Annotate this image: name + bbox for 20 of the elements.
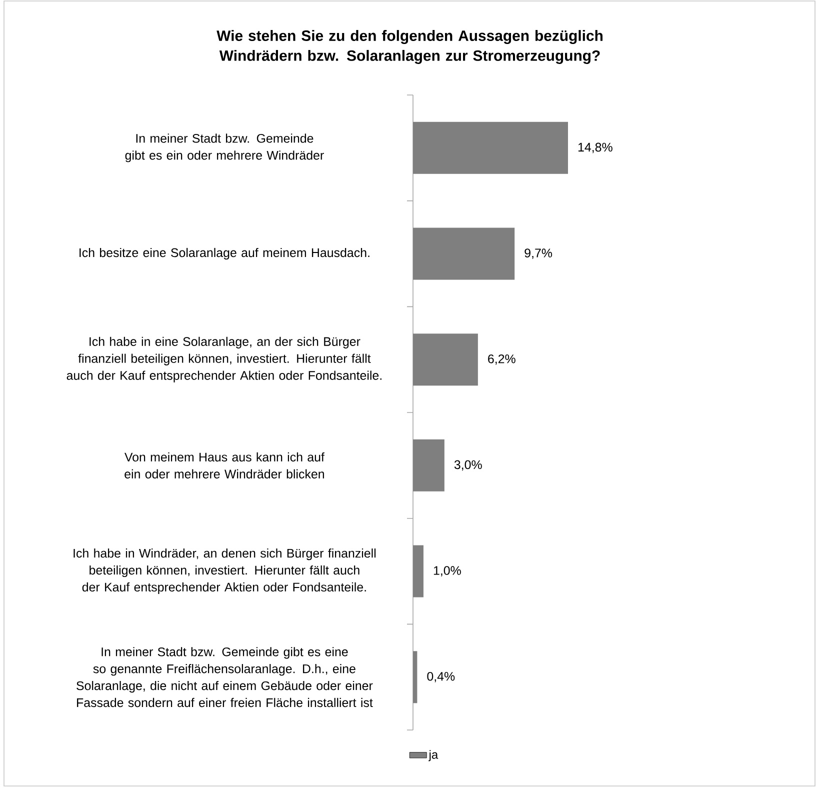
y-tick-label: In meiner Stadt bzw. Gemeinde gibt es ein oder mehrere Windräder [125, 134, 324, 162]
bar [413, 122, 568, 174]
bar [413, 439, 444, 492]
bar [413, 228, 515, 280]
data-label: 14,8% [578, 142, 612, 154]
y-tick-label: Von meinem Haus aus kann ich auf ein oder mehrere Windräder blicken [124, 452, 324, 478]
y-tick-label: Ich habe in Windräder, an denen sich Bürger finanziell beteiligen können, investiert. Hierunter fällt auch der Kauf entsprechender Aktien oder Fondsanteile. [74, 548, 376, 594]
bar [413, 651, 418, 704]
data-label: 6,2% [488, 354, 516, 365]
data-label: 3,0% [454, 460, 482, 471]
legend-label: ja [428, 750, 438, 762]
bar [413, 334, 478, 386]
data-label: 9,7% [524, 248, 552, 259]
y-tick-label: In meiner Stadt bzw. Gemeinde gibt es eine so genannte Freiflächensolaranlage. D.h., eine Solaranlage, die nicht auf einem Gebäude oder einer Fassade sondern auf einer freien Fläche installiert ist [76, 647, 373, 708]
data-label: 1,0% [434, 566, 461, 576]
y-tick-label: Ich habe in eine Solaranlage, an der sich Bürger finanziell beteiligen können, investiert. Hierunter fällt auch der Kauf entsprechender Aktien oder Fondsanteile. [66, 336, 382, 382]
data-label: 0,4% [427, 672, 455, 682]
y-tick-label: Ich besitze eine Solaranlage auf meinem Hausdach. [80, 248, 370, 260]
chart-title: Wie stehen Sie zu den folgenden Aussagen bezüglich Windrädern bzw. Solaranlagen zur Stromerzeugung? [216, 30, 602, 64]
bar [413, 545, 424, 598]
